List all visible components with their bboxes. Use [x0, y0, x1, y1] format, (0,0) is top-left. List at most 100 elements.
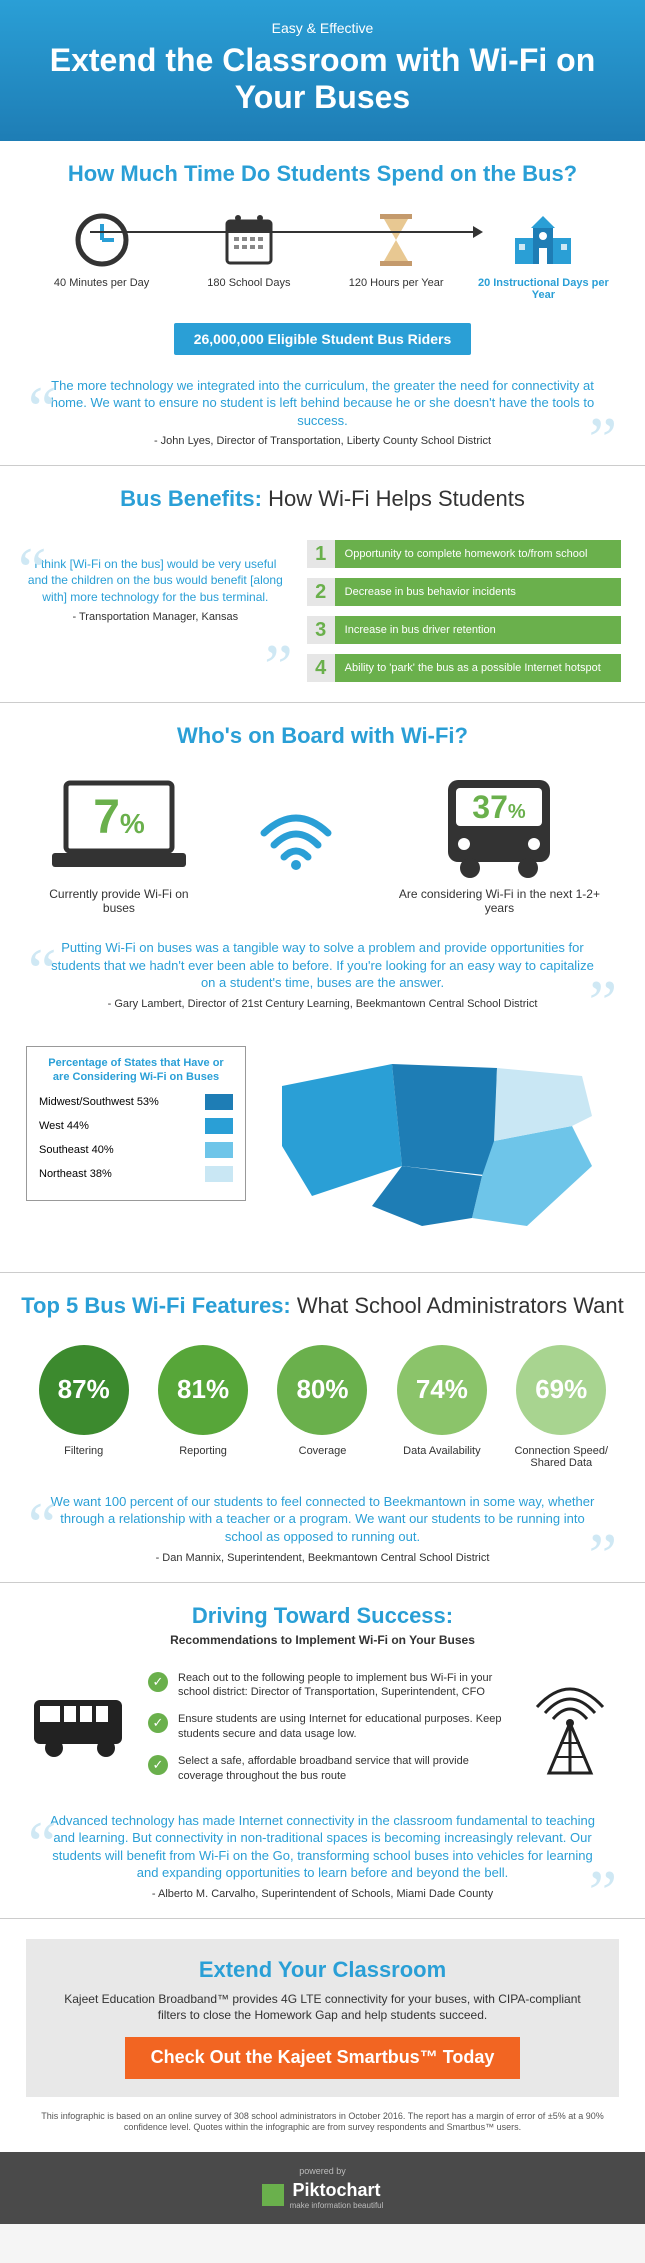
piktochart-logo-icon [262, 2184, 284, 2206]
benefit-item: 3Increase in bus driver retention [307, 616, 621, 644]
time-title: How Much Time Do Students Spend on the B… [0, 141, 645, 201]
us-map [264, 1046, 619, 1246]
time-label: 120 Hours per Year [323, 277, 470, 289]
legend-label: Northeast 38% [39, 1168, 112, 1180]
benefit-text: Ability to 'park' the bus as a possible … [335, 654, 621, 682]
legend-label: Midwest/Southwest 53% [39, 1096, 159, 1108]
quote-close-icon: ” [589, 1883, 617, 1902]
benefit-num: 3 [307, 616, 335, 644]
quote-3: “ Putting Wi-Fi on buses was a tangible … [0, 933, 645, 1028]
recommendations: ✓Reach out to the following people to im… [148, 1671, 507, 1784]
benefits-quote: “ I think [Wi-Fi on the bus] would be ve… [24, 540, 287, 682]
extend-title: Extend Your Classroom [54, 1957, 591, 1983]
rec-item: ✓Select a safe, affordable broadband ser… [148, 1754, 507, 1784]
legend-swatch [205, 1118, 233, 1134]
feature-item: 74% Data Availability [385, 1345, 498, 1469]
cta-button[interactable]: Check Out the Kajeet Smartbus™ Today [125, 2037, 521, 2079]
quote-text: The more technology we integrated into t… [50, 377, 595, 430]
onboard-left: 7% Currently provide Wi-Fi on buses [40, 777, 198, 915]
features-title-main: Top 5 Bus Wi-Fi Features: [21, 1293, 291, 1318]
benefit-item: 1Opportunity to complete homework to/fro… [307, 540, 621, 568]
time-label: 40 Minutes per Day [28, 277, 175, 289]
school-icon [470, 209, 617, 271]
quote-close-icon: ” [589, 993, 617, 1012]
benefit-num: 4 [307, 654, 335, 682]
bus-icon: 37% [394, 777, 605, 877]
time-label: 180 School Days [175, 277, 322, 289]
benefits-title: Bus Benefits: How Wi-Fi Helps Students [0, 466, 645, 526]
time-item-calendar: 180 School Days [175, 209, 322, 289]
onboard-right: 37% Are considering Wi-Fi in the next 1-… [394, 777, 605, 915]
extend-text: Kajeet Education Broadband™ provides 4G … [54, 1991, 591, 2023]
time-item-school: 20 Instructional Days per Year [470, 209, 617, 301]
features-title: Top 5 Bus Wi-Fi Features: What School Ad… [0, 1273, 645, 1333]
rec-text: Ensure students are using Internet for e… [178, 1712, 507, 1742]
quote-open-icon: “ [28, 399, 56, 418]
header: Easy & Effective Extend the Classroom wi… [0, 0, 645, 141]
legend-row: Midwest/Southwest 53% [39, 1094, 233, 1110]
quote-5: “ Advanced technology has made Internet … [0, 1806, 645, 1918]
divider [0, 1918, 645, 1919]
riders-pill: 26,000,000 Eligible Student Bus Riders [174, 323, 472, 355]
quote-close-icon: ” [589, 1546, 617, 1565]
quote-text: I think [Wi-Fi on the bus] would be very… [24, 556, 287, 605]
quote-attr: - Dan Mannix, Superintendent, Beekmantow… [50, 1552, 595, 1564]
feature-circle: 69% [516, 1345, 606, 1435]
infographic: Easy & Effective Extend the Classroom wi… [0, 0, 645, 2224]
feature-label: Data Availability [385, 1445, 498, 1457]
map-section: Percentage of States that Have or are Co… [0, 1028, 645, 1272]
onboard-label: Currently provide Wi-Fi on buses [40, 887, 198, 915]
legend-title: Percentage of States that Have or are Co… [39, 1057, 233, 1085]
feature-item: 69% Connection Speed/ Shared Data [505, 1345, 618, 1469]
legend-label: Southeast 40% [39, 1144, 114, 1156]
svg-text:7%: 7% [93, 791, 145, 844]
quote-attr: - Transportation Manager, Kansas [24, 611, 287, 623]
rec-item: ✓Reach out to the following people to im… [148, 1671, 507, 1701]
time-item-clock: 40 Minutes per Day [28, 209, 175, 289]
benefit-item: 4Ability to 'park' the bus as a possible… [307, 654, 621, 682]
antenna-icon [525, 1677, 615, 1777]
footer-powered: powered by [14, 2166, 631, 2176]
feature-circle: 74% [397, 1345, 487, 1435]
legend-row: Northeast 38% [39, 1166, 233, 1182]
benefit-num: 2 [307, 578, 335, 606]
onboard-label: Are considering Wi-Fi in the next 1-2+ y… [394, 887, 605, 915]
calendar-icon [175, 209, 322, 271]
benefit-num: 1 [307, 540, 335, 568]
benefit-text: Opportunity to complete homework to/from… [335, 540, 621, 568]
time-label: 20 Instructional Days per Year [470, 277, 617, 301]
map-legend: Percentage of States that Have or are Co… [26, 1046, 246, 1202]
quote-open-icon: “ [18, 560, 46, 579]
benefit-item: 2Decrease in bus behavior incidents [307, 578, 621, 606]
feature-circle: 87% [39, 1345, 129, 1435]
feature-item: 80%Coverage [266, 1345, 379, 1469]
rec-item: ✓Ensure students are using Internet for … [148, 1712, 507, 1742]
onboard-row: 7% Currently provide Wi-Fi on buses 37% … [0, 763, 645, 933]
driving-subtitle: Recommendations to Implement Wi-Fi on Yo… [0, 1633, 645, 1655]
quote-text: Putting Wi-Fi on buses was a tangible wa… [50, 939, 595, 992]
benefits-title-main: Bus Benefits: [120, 486, 262, 511]
onboard-title: Who's on Board with Wi-Fi? [0, 703, 645, 763]
quote-close-icon: ” [264, 657, 292, 676]
features-title-sub: What School Administrators Want [291, 1293, 624, 1318]
feature-item: 81%Reporting [146, 1345, 259, 1469]
benefits-list: 1Opportunity to complete homework to/fro… [307, 540, 621, 682]
bus-side-icon [30, 1692, 130, 1762]
quote-attr: - John Lyes, Director of Transportation,… [50, 435, 595, 447]
feature-item: 87% Filtering [27, 1345, 140, 1469]
driving-row: ✓Reach out to the following people to im… [0, 1655, 645, 1806]
footer-brand-name: Piktochart [292, 2180, 380, 2200]
check-icon: ✓ [148, 1755, 168, 1775]
time-item-hourglass: 120 Hours per Year [323, 209, 470, 289]
feature-circle: 80% [277, 1345, 367, 1435]
footer-brand[interactable]: Piktochart make information beautiful [262, 2180, 384, 2210]
extend-box: Extend Your Classroom Kajeet Education B… [26, 1939, 619, 2097]
benefits-title-sub: How Wi-Fi Helps Students [262, 486, 525, 511]
legend-swatch [205, 1166, 233, 1182]
benefits-row: “ I think [Wi-Fi on the bus] would be ve… [0, 526, 645, 702]
clock-icon [28, 209, 175, 271]
feature-label: Filtering [27, 1445, 140, 1457]
benefit-text: Increase in bus driver retention [335, 616, 621, 644]
feature-label: Connection Speed/ Shared Data [505, 1445, 618, 1469]
quote-open-icon: “ [28, 1834, 56, 1853]
